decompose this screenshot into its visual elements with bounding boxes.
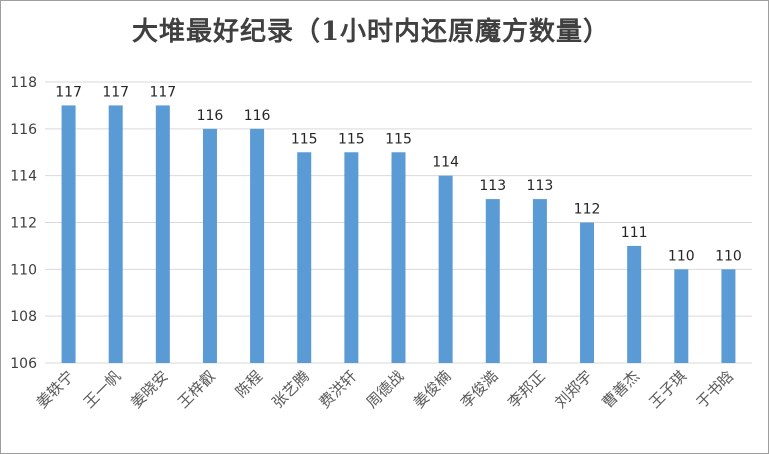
y-tick-label: 108 (10, 309, 37, 325)
x-category-label: 曹善杰 (598, 367, 643, 412)
bar (202, 128, 217, 363)
bar (155, 105, 170, 364)
bar (250, 128, 265, 363)
data-label: 117 (149, 84, 176, 100)
x-category-label: 李俊澔 (457, 367, 502, 412)
x-category-label: 费洪轩 (316, 367, 361, 412)
bar (580, 222, 595, 363)
data-label: 113 (527, 178, 554, 194)
x-category-label: 周德战 (363, 367, 408, 412)
data-label: 117 (55, 84, 82, 100)
x-category-label: 姜俊楠 (410, 367, 455, 412)
data-label: 112 (574, 202, 601, 218)
bar (674, 269, 689, 363)
x-category-label: 王子琪 (646, 367, 691, 412)
bar (438, 175, 453, 363)
data-label: 110 (715, 248, 742, 264)
bar (627, 245, 642, 363)
data-label: 115 (338, 131, 365, 147)
data-label: 115 (385, 131, 412, 147)
y-tick-label: 114 (10, 169, 37, 185)
x-category-label: 张艺腾 (269, 367, 314, 412)
bar (532, 199, 547, 363)
data-label: 116 (197, 108, 224, 124)
x-category-label: 王一帆 (80, 367, 125, 412)
data-label: 116 (244, 108, 271, 124)
y-tick-label: 110 (10, 262, 37, 278)
x-category-label: 陈程 (232, 367, 266, 401)
y-tick-label: 118 (10, 75, 37, 91)
data-label: 113 (479, 178, 506, 194)
data-label: 117 (102, 84, 129, 100)
data-label: 114 (432, 155, 459, 171)
x-category-label: 姜晓安 (127, 367, 172, 412)
bar (297, 152, 312, 363)
bar (721, 269, 736, 363)
chart-title: 大堆最好纪录（1小时内还原魔方数量） (131, 17, 611, 47)
x-category-label: 刘郑宇 (551, 367, 596, 412)
x-category-label: 王梓叡 (174, 367, 219, 412)
data-label: 115 (291, 131, 318, 147)
y-tick-label: 116 (10, 122, 37, 138)
x-category-label: 李邦正 (504, 367, 549, 412)
bar (108, 105, 123, 364)
y-tick-label: 106 (10, 356, 37, 372)
bar (391, 152, 406, 363)
data-label: 110 (668, 248, 695, 264)
bar (61, 105, 76, 364)
x-category-label: 姜轶宁 (33, 367, 78, 412)
data-label: 111 (621, 225, 648, 241)
bar (485, 199, 500, 363)
bar (344, 152, 359, 363)
x-category-label: 于书晗 (693, 367, 738, 412)
y-tick-label: 112 (10, 216, 37, 232)
